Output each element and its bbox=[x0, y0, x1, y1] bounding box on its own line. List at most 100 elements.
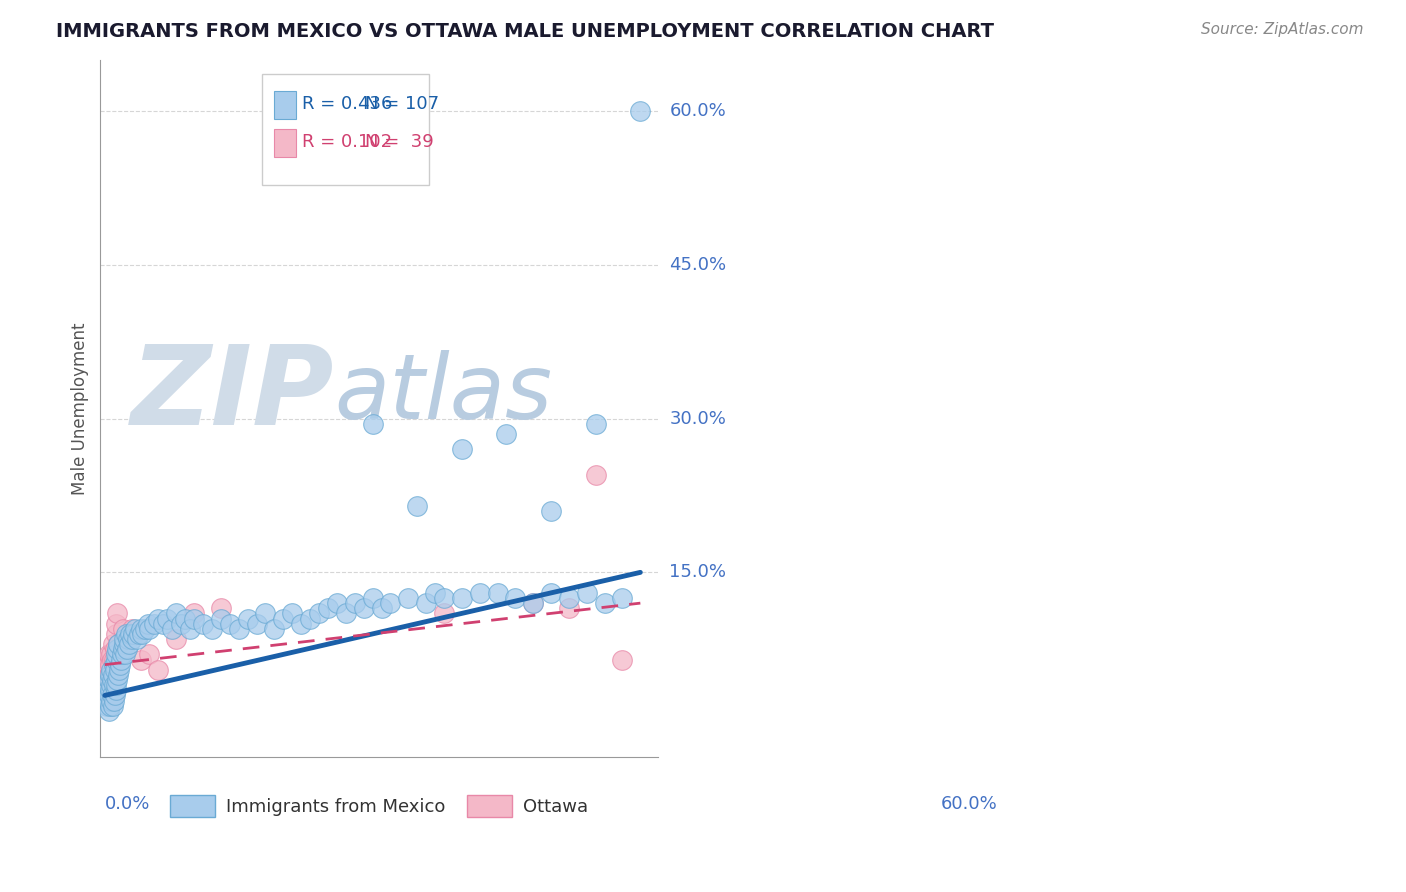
Point bbox=[179, 622, 201, 636]
Point bbox=[101, 673, 124, 687]
Point bbox=[593, 596, 616, 610]
Text: 60.0%: 60.0% bbox=[669, 102, 725, 120]
Point bbox=[101, 678, 124, 692]
Point bbox=[505, 591, 527, 605]
Point bbox=[138, 648, 160, 662]
FancyBboxPatch shape bbox=[274, 129, 295, 157]
Point bbox=[94, 678, 117, 692]
Point bbox=[136, 616, 159, 631]
Point bbox=[115, 642, 138, 657]
Point bbox=[112, 637, 135, 651]
Point bbox=[100, 648, 122, 662]
Point bbox=[522, 596, 544, 610]
Point bbox=[183, 611, 205, 625]
Point bbox=[98, 673, 121, 687]
Point bbox=[142, 616, 165, 631]
Point bbox=[101, 652, 124, 666]
Point bbox=[107, 668, 129, 682]
Point bbox=[96, 668, 118, 682]
Point bbox=[353, 601, 375, 615]
Point bbox=[98, 693, 121, 707]
Point bbox=[103, 693, 125, 707]
Y-axis label: Male Unemployment: Male Unemployment bbox=[72, 322, 89, 494]
Point bbox=[165, 632, 187, 646]
Point bbox=[129, 652, 152, 666]
Point bbox=[540, 586, 562, 600]
Point bbox=[104, 642, 127, 657]
Point bbox=[522, 596, 544, 610]
Point bbox=[380, 596, 402, 610]
Point bbox=[585, 467, 607, 482]
Point bbox=[148, 611, 170, 625]
Point bbox=[98, 657, 121, 672]
FancyBboxPatch shape bbox=[274, 91, 295, 119]
Point bbox=[122, 627, 145, 641]
Text: 45.0%: 45.0% bbox=[669, 256, 727, 274]
Point bbox=[125, 632, 148, 646]
Point bbox=[103, 657, 125, 672]
Point bbox=[228, 622, 250, 636]
Point bbox=[129, 622, 152, 636]
Point bbox=[121, 622, 143, 636]
Point bbox=[201, 622, 224, 636]
Point bbox=[107, 637, 129, 651]
Point bbox=[98, 689, 121, 703]
Point bbox=[174, 611, 197, 625]
Point bbox=[103, 689, 125, 703]
Point bbox=[101, 637, 124, 651]
Point bbox=[101, 698, 124, 713]
Point bbox=[107, 637, 129, 651]
Point bbox=[370, 601, 392, 615]
Text: 30.0%: 30.0% bbox=[669, 409, 725, 427]
Legend: Immigrants from Mexico, Ottawa: Immigrants from Mexico, Ottawa bbox=[163, 789, 596, 824]
Point bbox=[170, 616, 193, 631]
Point bbox=[111, 648, 134, 662]
Text: 15.0%: 15.0% bbox=[669, 564, 727, 582]
Point bbox=[299, 611, 322, 625]
Point bbox=[121, 632, 143, 646]
Point bbox=[423, 586, 446, 600]
Point bbox=[450, 591, 472, 605]
Point bbox=[218, 616, 240, 631]
Point bbox=[115, 632, 138, 646]
Point bbox=[128, 627, 150, 641]
Point bbox=[612, 652, 634, 666]
Point bbox=[281, 607, 304, 621]
Text: 0.0%: 0.0% bbox=[105, 796, 150, 814]
Point bbox=[108, 663, 131, 677]
Point bbox=[468, 586, 491, 600]
Point bbox=[100, 693, 122, 707]
Text: R = 0.436: R = 0.436 bbox=[302, 95, 392, 112]
Point bbox=[361, 591, 384, 605]
Point bbox=[98, 698, 121, 713]
Point bbox=[415, 596, 437, 610]
Text: ZIP: ZIP bbox=[131, 341, 335, 448]
Point bbox=[98, 704, 121, 718]
Point bbox=[585, 417, 607, 431]
Point bbox=[118, 627, 141, 641]
Point bbox=[100, 678, 122, 692]
Point bbox=[263, 622, 285, 636]
Point bbox=[97, 678, 120, 692]
Point bbox=[100, 663, 122, 677]
Point bbox=[236, 611, 259, 625]
Point bbox=[105, 673, 128, 687]
Point bbox=[101, 689, 124, 703]
Point bbox=[209, 601, 232, 615]
Point bbox=[103, 678, 125, 692]
Point bbox=[540, 504, 562, 518]
Point bbox=[575, 586, 598, 600]
Point bbox=[111, 622, 134, 636]
Text: Source: ZipAtlas.com: Source: ZipAtlas.com bbox=[1201, 22, 1364, 37]
Point bbox=[118, 637, 141, 651]
Point bbox=[165, 607, 187, 621]
Point bbox=[326, 596, 349, 610]
Point bbox=[160, 622, 183, 636]
Point bbox=[105, 616, 128, 631]
Point bbox=[316, 601, 339, 615]
Point bbox=[273, 611, 295, 625]
Point bbox=[96, 689, 118, 703]
Point bbox=[97, 693, 120, 707]
Point bbox=[486, 586, 509, 600]
Point bbox=[406, 499, 429, 513]
